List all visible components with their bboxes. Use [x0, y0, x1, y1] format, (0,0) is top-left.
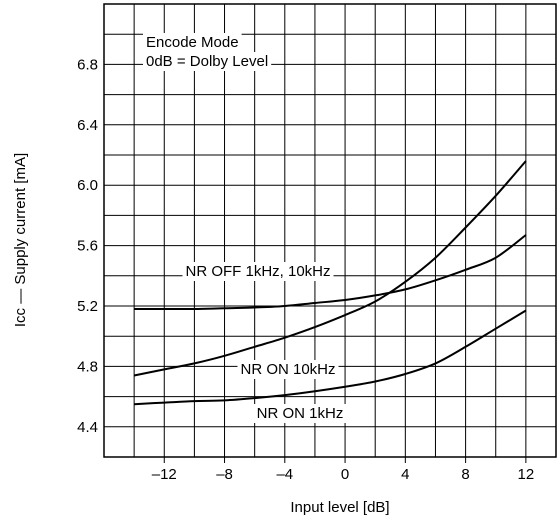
x-tick-label: –12: [152, 466, 177, 483]
y-tick-label: 6.8: [77, 56, 98, 73]
series-line-nr-on-10khz: [133, 160, 527, 377]
x-tick-label: 12: [518, 466, 535, 483]
x-tick-label: 8: [461, 466, 469, 483]
x-tick-label: –4: [276, 466, 293, 483]
chart-labels: Encode Mode 0dB = Dolby Level NR OFF 1kHz,…: [143, 33, 347, 423]
annotation-line-bg: [143, 52, 272, 71]
x-tick-label: 0: [341, 466, 349, 483]
series-label-nr-off-1khz-10khz-bg: [182, 262, 334, 281]
plot-frame: [103, 3, 557, 458]
series-label-nr-on-10khz: NR ON 10kHz: [240, 361, 335, 378]
series-line-nr-on-1khz: [134, 309, 527, 406]
y-tick-label: 6.4: [77, 117, 98, 134]
grid: [104, 4, 556, 457]
series-label-nr-on-1khz: NR ON 1kHz: [257, 405, 344, 422]
y-tick-label: 5.6: [77, 238, 98, 255]
tick-marks: –12 –8 –4 0 4 8 12 4.4 4.8 5.2 5.6 6.0 6.4 6.8: [77, 56, 534, 483]
y-tick-label: 5.2: [77, 298, 98, 315]
annotation-line: Encode Mode: [146, 34, 239, 51]
x-axis-title: Input level [dB]: [290, 499, 389, 516]
series-line-nr-off-1khz-10khz: [134, 234, 527, 311]
series-label-nr-on-1khz-bg: [253, 404, 347, 423]
series-label-nr-off-1khz-10khz: NR OFF 1kHz, 10kHz: [185, 263, 330, 280]
y-tick-label: 4.8: [77, 358, 98, 375]
x-tick-label: 4: [401, 466, 409, 483]
y-tick-label: 4.4: [77, 419, 98, 436]
series-lines: [133, 160, 527, 406]
annotation-line: 0dB = Dolby Level: [146, 53, 268, 70]
series-label-nr-on-10khz-bg: [237, 360, 339, 379]
x-tick-label: –8: [216, 466, 233, 483]
y-axis-title: Icc — Supply current [mA]: [12, 153, 29, 327]
y-tick-label: 6.0: [77, 177, 98, 194]
annotation-line-bg: [143, 33, 242, 52]
